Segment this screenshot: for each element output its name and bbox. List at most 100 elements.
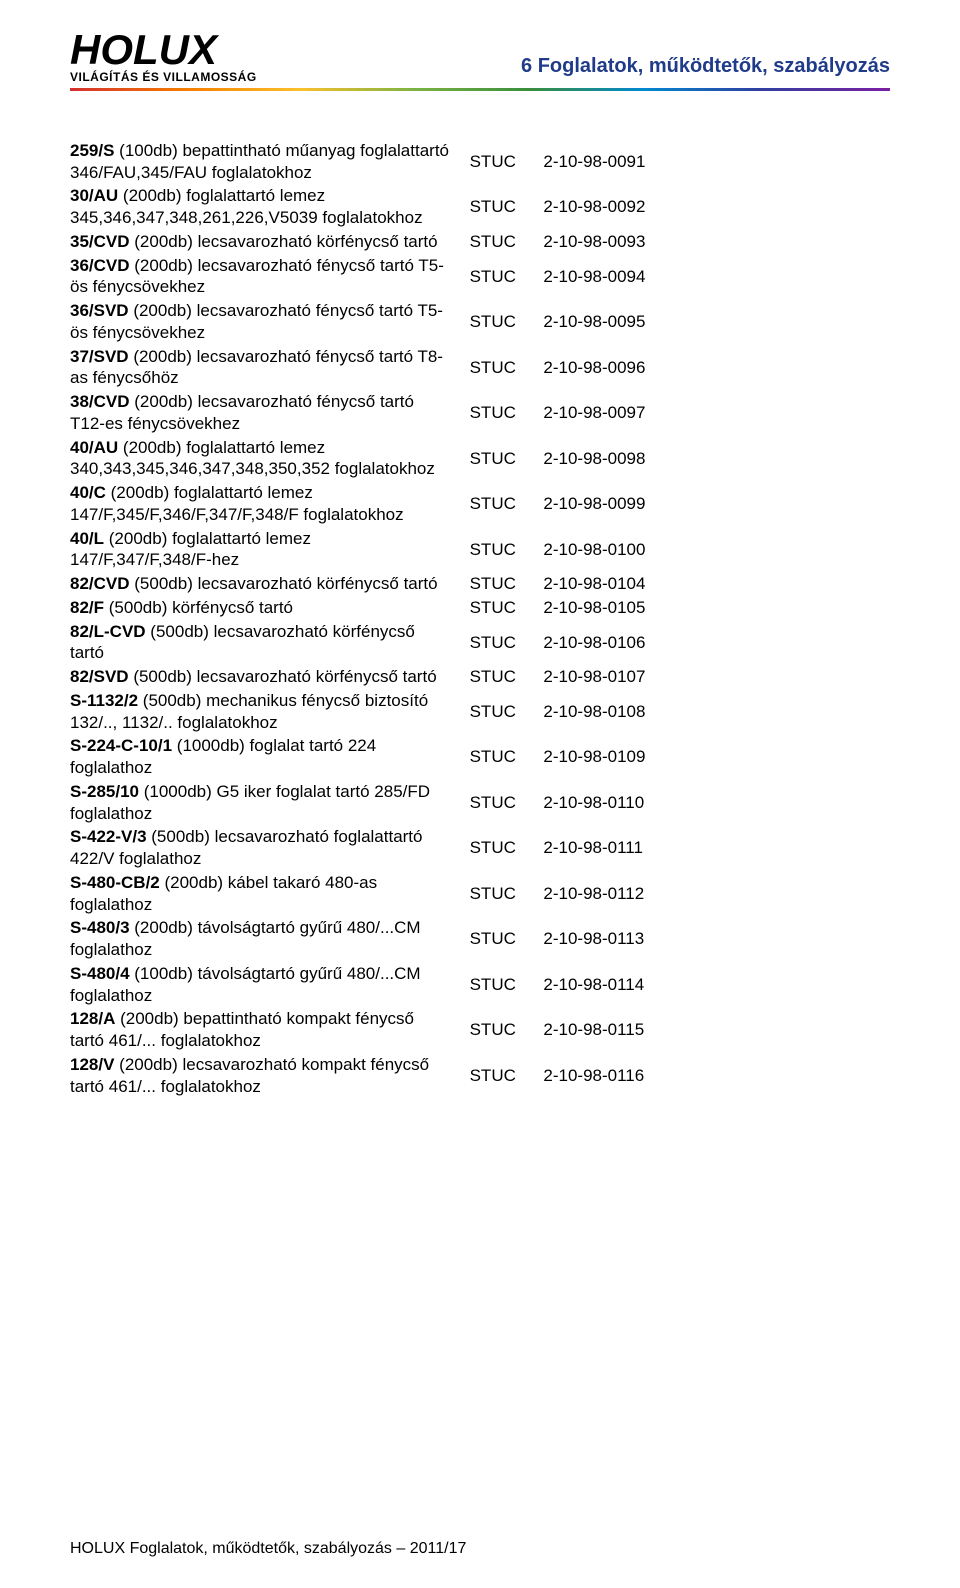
article-number: 2-10-98-0108: [537, 689, 890, 735]
table-row: 82/SVD (500db) lecsavarozható körfénycső…: [70, 665, 890, 689]
article-number: 2-10-98-0110: [537, 780, 890, 826]
product-description-rest: (200db) lecsavarozható kompakt fénycső t…: [70, 1055, 429, 1096]
product-code-bold: 36/SVD: [70, 301, 129, 320]
article-number: 2-10-98-0098: [537, 436, 890, 482]
product-table: 259/S (100db) bepattintható műanyag fogl…: [70, 139, 890, 1099]
page: HOLUX VILÁGÍTÁS ÉS VILLAMOSSÁG 6 Foglala…: [0, 0, 960, 1588]
product-description: S-480/3 (200db) távolságtartó gyűrű 480/…: [70, 916, 464, 962]
product-code-bold: 37/SVD: [70, 347, 129, 366]
product-code-bold: 40/L: [70, 529, 104, 548]
manufacturer-code: STUC: [464, 1007, 538, 1053]
table-row: 82/F (500db) körfénycső tartóSTUC2-10-98…: [70, 596, 890, 620]
product-description: 30/AU (200db) foglalattartó lemez 345,34…: [70, 184, 464, 230]
table-row: S-422-V/3 (500db) lecsavarozható foglala…: [70, 825, 890, 871]
product-code-bold: 82/SVD: [70, 667, 129, 686]
product-code-bold: S-285/10: [70, 782, 139, 801]
manufacturer-code: STUC: [464, 871, 538, 917]
article-number: 2-10-98-0116: [537, 1053, 890, 1099]
product-description: S-480-CB/2 (200db) kábel takaró 480-as f…: [70, 871, 464, 917]
article-number: 2-10-98-0091: [537, 139, 890, 185]
product-code-bold: S-224-C-10/1: [70, 736, 172, 755]
page-title: 6 Foglalatok, működtetők, szabályozás: [521, 55, 890, 84]
product-code-bold: 259/S: [70, 141, 114, 160]
product-description: 82/CVD (500db) lecsavarozható körfénycső…: [70, 572, 464, 596]
table-row: S-285/10 (1000db) G5 iker foglalat tartó…: [70, 780, 890, 826]
logo-main: HOLUX: [70, 30, 257, 70]
table-row: 40/C (200db) foglalattartó lemez 147/F,3…: [70, 481, 890, 527]
table-row: S-224-C-10/1 (1000db) foglalat tartó 224…: [70, 734, 890, 780]
product-code-bold: 82/L-CVD: [70, 622, 146, 641]
table-row: 37/SVD (200db) lecsavarozható fénycső ta…: [70, 345, 890, 391]
manufacturer-code: STUC: [464, 1053, 538, 1099]
product-code-bold: 30/AU: [70, 186, 118, 205]
product-description: 40/C (200db) foglalattartó lemez 147/F,3…: [70, 481, 464, 527]
manufacturer-code: STUC: [464, 780, 538, 826]
product-code-bold: 128/V: [70, 1055, 114, 1074]
article-number: 2-10-98-0092: [537, 184, 890, 230]
product-description: 128/V (200db) lecsavarozható kompakt fén…: [70, 1053, 464, 1099]
manufacturer-code: STUC: [464, 390, 538, 436]
product-code-bold: 40/C: [70, 483, 106, 502]
product-description: S-285/10 (1000db) G5 iker foglalat tartó…: [70, 780, 464, 826]
table-row: S-480/4 (100db) távolságtartó gyűrű 480/…: [70, 962, 890, 1008]
table-row: 40/L (200db) foglalattartó lemez 147/F,3…: [70, 527, 890, 573]
table-row: 38/CVD (200db) lecsavarozható fénycső ta…: [70, 390, 890, 436]
product-code-bold: 40/AU: [70, 438, 118, 457]
article-number: 2-10-98-0114: [537, 962, 890, 1008]
logo-block: HOLUX VILÁGÍTÁS ÉS VILLAMOSSÁG: [70, 30, 257, 84]
manufacturer-code: STUC: [464, 665, 538, 689]
rainbow-divider: [70, 88, 890, 91]
article-number: 2-10-98-0096: [537, 345, 890, 391]
manufacturer-code: STUC: [464, 596, 538, 620]
product-description: S-224-C-10/1 (1000db) foglalat tartó 224…: [70, 734, 464, 780]
product-code-bold: 36/CVD: [70, 256, 130, 275]
manufacturer-code: STUC: [464, 916, 538, 962]
table-row: S-1132/2 (500db) mechanikus fénycső bizt…: [70, 689, 890, 735]
manufacturer-code: STUC: [464, 527, 538, 573]
manufacturer-code: STUC: [464, 481, 538, 527]
product-code-bold: 38/CVD: [70, 392, 130, 411]
product-description: 36/SVD (200db) lecsavarozható fénycső ta…: [70, 299, 464, 345]
manufacturer-code: STUC: [464, 689, 538, 735]
product-description: 38/CVD (200db) lecsavarozható fénycső ta…: [70, 390, 464, 436]
product-code-bold: 128/A: [70, 1009, 115, 1028]
product-description-rest: (500db) lecsavarozható körfénycső tartó: [130, 574, 438, 593]
product-description-rest: (200db) foglalattartó lemez 345,346,347,…: [70, 186, 423, 227]
article-number: 2-10-98-0105: [537, 596, 890, 620]
article-number: 2-10-98-0104: [537, 572, 890, 596]
article-number: 2-10-98-0109: [537, 734, 890, 780]
table-row: 36/SVD (200db) lecsavarozható fénycső ta…: [70, 299, 890, 345]
manufacturer-code: STUC: [464, 572, 538, 596]
manufacturer-code: STUC: [464, 230, 538, 254]
article-number: 2-10-98-0099: [537, 481, 890, 527]
product-code-bold: S-422-V/3: [70, 827, 147, 846]
product-description-rest: (200db) foglalattartó lemez 340,343,345,…: [70, 438, 435, 479]
product-code-bold: S-480-CB/2: [70, 873, 160, 892]
logo-subtitle: VILÁGÍTÁS ÉS VILLAMOSSÁG: [70, 70, 257, 84]
product-description-rest: (200db) lecsavarozható körfénycső tartó: [130, 232, 438, 251]
product-code-bold: 35/CVD: [70, 232, 130, 251]
product-description-rest: (500db) körfénycső tartó: [104, 598, 293, 617]
product-code-bold: S-480/3: [70, 918, 130, 937]
product-description: 37/SVD (200db) lecsavarozható fénycső ta…: [70, 345, 464, 391]
article-number: 2-10-98-0093: [537, 230, 890, 254]
product-description-rest: (500db) lecsavarozható körfénycső tartó: [129, 667, 437, 686]
product-code-bold: 82/CVD: [70, 574, 130, 593]
manufacturer-code: STUC: [464, 962, 538, 1008]
table-row: S-480-CB/2 (200db) kábel takaró 480-as f…: [70, 871, 890, 917]
table-row: 30/AU (200db) foglalattartó lemez 345,34…: [70, 184, 890, 230]
manufacturer-code: STUC: [464, 345, 538, 391]
article-number: 2-10-98-0097: [537, 390, 890, 436]
product-description: S-422-V/3 (500db) lecsavarozható foglala…: [70, 825, 464, 871]
table-row: 128/V (200db) lecsavarozható kompakt fén…: [70, 1053, 890, 1099]
product-description: S-480/4 (100db) távolságtartó gyűrű 480/…: [70, 962, 464, 1008]
article-number: 2-10-98-0094: [537, 254, 890, 300]
article-number: 2-10-98-0095: [537, 299, 890, 345]
product-description: S-1132/2 (500db) mechanikus fénycső bizt…: [70, 689, 464, 735]
product-code-bold: S-1132/2: [70, 691, 138, 710]
product-description-rest: (200db) foglalattartó lemez 147/F,345/F,…: [70, 483, 404, 524]
manufacturer-code: STUC: [464, 620, 538, 666]
header-row: HOLUX VILÁGÍTÁS ÉS VILLAMOSSÁG 6 Foglala…: [70, 30, 890, 84]
table-row: 82/L-CVD (500db) lecsavarozható körfényc…: [70, 620, 890, 666]
manufacturer-code: STUC: [464, 734, 538, 780]
